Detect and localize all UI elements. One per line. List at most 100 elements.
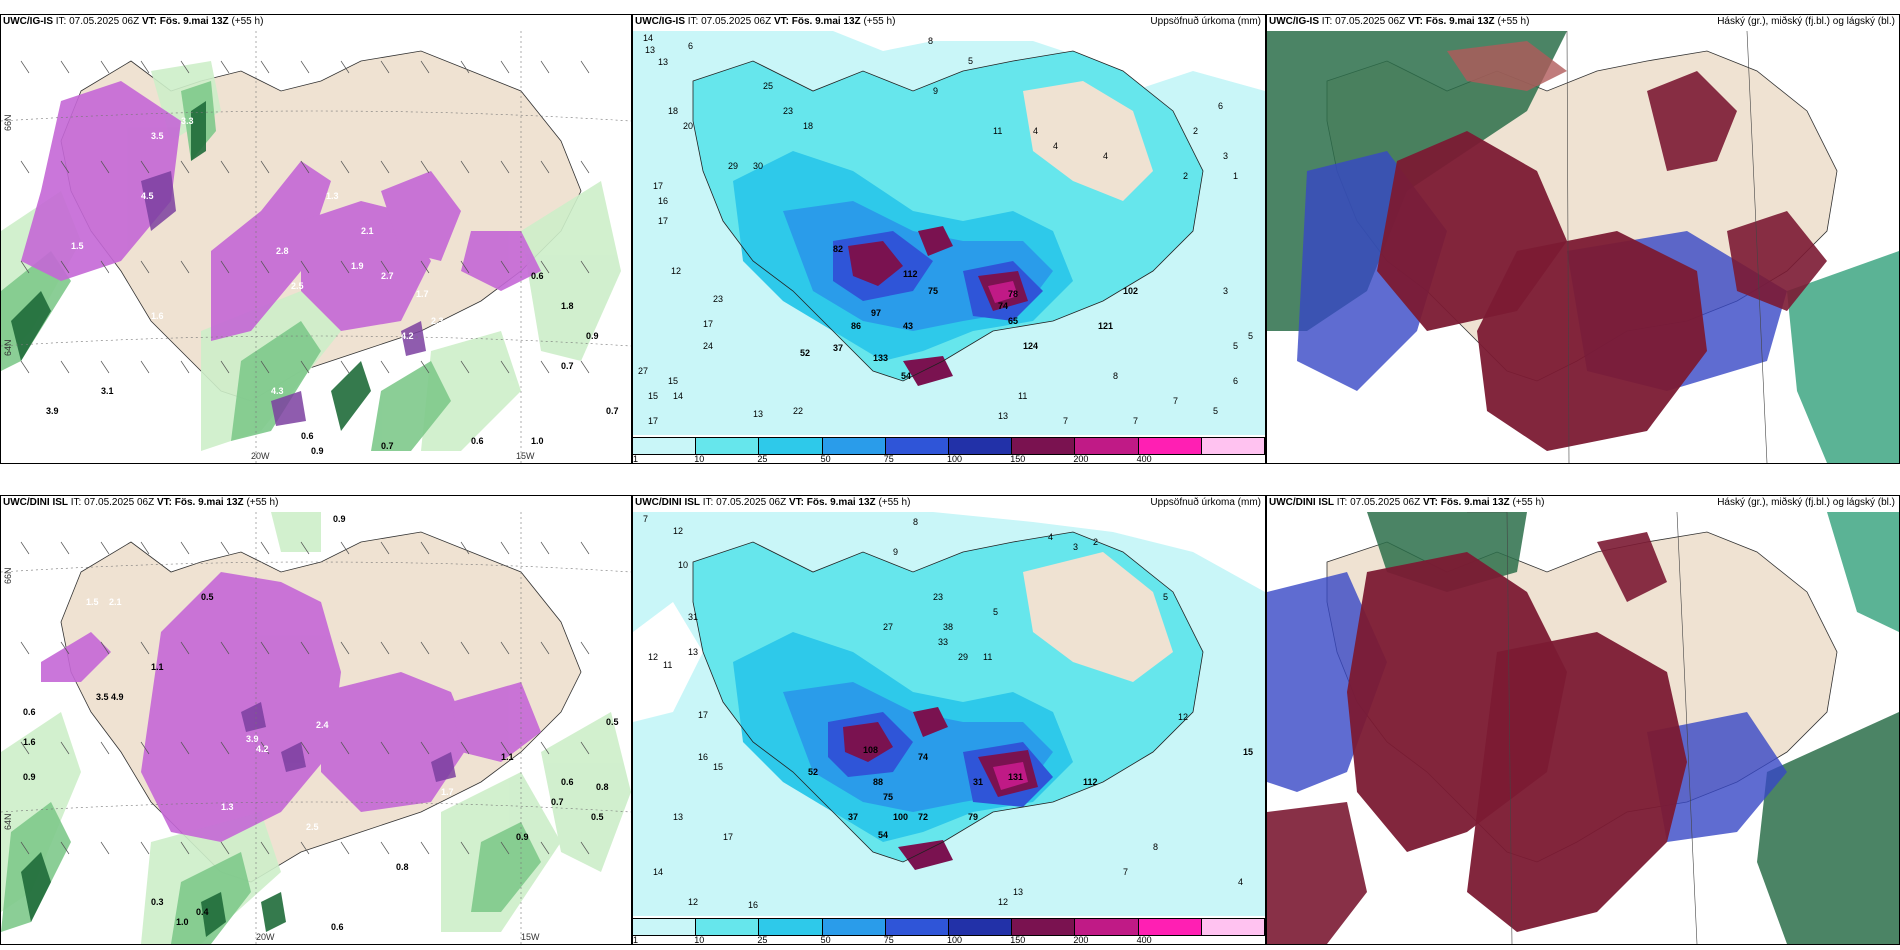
legend-swatch bbox=[633, 919, 697, 935]
accum-value: 17 bbox=[653, 181, 664, 191]
accum-title: Uppsöfnuð úrkoma (mm) bbox=[1150, 497, 1261, 508]
accum-panel-bottom: UWC/DINI ISL IT: 07.05.2025 06Z VT: Fös.… bbox=[632, 495, 1266, 945]
accum-value: 52 bbox=[800, 348, 811, 358]
legend-label: 400 bbox=[1136, 454, 1152, 464]
precip-value: 2.5 bbox=[101, 271, 114, 281]
accum-value: 24 bbox=[703, 341, 714, 351]
accum-value: 4 bbox=[1238, 877, 1244, 887]
precip-value: 0.9 bbox=[586, 331, 599, 341]
accum-value: 12 bbox=[671, 266, 682, 276]
legend-swatch bbox=[696, 919, 760, 935]
accum-value: 86 bbox=[851, 321, 862, 331]
precip-value: 2.7 bbox=[381, 271, 394, 281]
accum-value: 102 bbox=[1123, 286, 1139, 296]
precip-value: 0.3 bbox=[151, 897, 164, 907]
accum-value: 29 bbox=[728, 161, 739, 171]
legend-swatch bbox=[696, 438, 760, 454]
precip-value: 4.2 bbox=[401, 331, 414, 341]
accum-value: 4 bbox=[1053, 141, 1059, 151]
precip-value: 0.6 bbox=[331, 922, 344, 932]
precip-value: 1.5 bbox=[86, 597, 99, 607]
accum-value: 11 bbox=[983, 652, 993, 662]
legend-labels: 1 10 25 50 75 100 150 200 400 bbox=[633, 454, 1265, 464]
legend-swatch bbox=[822, 919, 886, 935]
accum-value: 124 bbox=[1023, 341, 1039, 351]
precip-value: 1.7 bbox=[441, 787, 454, 797]
precip-value: 1.3 bbox=[221, 802, 234, 812]
accum-value: 14 bbox=[653, 867, 664, 877]
accum-value: 14 bbox=[673, 391, 684, 401]
precip-value: 4.3 bbox=[271, 386, 284, 396]
accum-value: 7 bbox=[1063, 416, 1069, 426]
accum-value: 37 bbox=[848, 812, 859, 822]
legend-label: 50 bbox=[820, 454, 831, 464]
legend-swatch bbox=[1201, 438, 1265, 454]
precip-value: 4.5 bbox=[141, 191, 154, 201]
accum-title: Uppsöfnuð úrkoma (mm) bbox=[1150, 16, 1261, 27]
lon-label: 15W bbox=[521, 932, 540, 942]
lon-label: 15W bbox=[516, 451, 535, 461]
accum-value: 12 bbox=[648, 652, 659, 662]
cloud-title: Háský (gr.), miðský (fj.bl.) og lágský (… bbox=[1717, 16, 1895, 27]
accum-value: 8 bbox=[1153, 842, 1159, 852]
accum-value: 43 bbox=[903, 321, 914, 331]
precip-value: 2.1 bbox=[361, 226, 374, 236]
accum-value: 23 bbox=[933, 592, 944, 602]
accum-value: 17 bbox=[658, 216, 669, 226]
legend-label: 75 bbox=[883, 935, 894, 945]
accum-value: 72 bbox=[918, 812, 929, 822]
lat-label: 66N bbox=[3, 567, 13, 584]
accum-value: 9 bbox=[933, 86, 939, 96]
accum-value: 5 bbox=[1248, 331, 1254, 341]
accum-value: 1 bbox=[1233, 171, 1239, 181]
accum-value: 22 bbox=[793, 406, 804, 416]
legend-label: 10 bbox=[694, 454, 705, 464]
precip-value: 2.5 bbox=[291, 281, 304, 291]
precip-value: 1.9 bbox=[351, 261, 364, 271]
legend-label: 200 bbox=[1073, 935, 1089, 945]
precip-value: 2.3 bbox=[431, 316, 444, 326]
lon-label: 20W bbox=[256, 932, 275, 942]
accum-value: 12 bbox=[688, 897, 699, 907]
legend-label: 400 bbox=[1136, 935, 1152, 945]
legend-label: 1 bbox=[633, 454, 639, 464]
accum-value: 13 bbox=[1013, 887, 1024, 897]
accum-value: 11 bbox=[1018, 391, 1028, 401]
lon-label: 20W bbox=[251, 451, 270, 461]
accum-value: 5 bbox=[1163, 592, 1169, 602]
panel-header: UWC/DINI ISL IT: 07.05.2025 06Z VT: Fös.… bbox=[635, 497, 911, 508]
accum-value: 27 bbox=[883, 622, 894, 632]
legend-label: 75 bbox=[883, 454, 894, 464]
accum-value: 5 bbox=[1233, 341, 1239, 351]
precip-map: 20W 15W 66N 64N 0.8 0.8 1.5 3.5 3.3 4.5 … bbox=[1, 31, 631, 463]
legend-swatch bbox=[885, 438, 950, 454]
precip-value: 0.9 bbox=[516, 832, 529, 842]
accum-value: 79 bbox=[968, 812, 979, 822]
accum-value: 8 bbox=[1113, 371, 1119, 381]
panel-header: UWC/IG-IS IT: 07.05.2025 06Z VT: Fös. 9.… bbox=[3, 16, 264, 27]
precip-value: 1.1 bbox=[151, 662, 164, 672]
accum-value: 25 bbox=[763, 81, 774, 91]
precip-value: 3.5 bbox=[151, 131, 164, 141]
accum-value: 17 bbox=[698, 710, 709, 720]
accum-value: 15 bbox=[1243, 747, 1254, 757]
accum-value: 4 bbox=[1103, 151, 1109, 161]
accum-value: 5 bbox=[968, 56, 974, 66]
accum-value: 27 bbox=[638, 366, 649, 376]
cloud-map bbox=[1267, 31, 1899, 463]
precip-value: 0.4 bbox=[196, 907, 209, 917]
precip-value: 2.1 bbox=[109, 597, 122, 607]
accum-value: 88 bbox=[873, 777, 884, 787]
lat-label: 66N bbox=[3, 114, 13, 131]
lat-label: 64N bbox=[3, 339, 13, 356]
accum-value: 121 bbox=[1098, 321, 1114, 331]
precip-value: 0.7 bbox=[561, 361, 574, 371]
accum-value: 16 bbox=[698, 752, 709, 762]
accum-value: 10 bbox=[678, 560, 689, 570]
precip-value: 0.8 bbox=[396, 862, 409, 872]
legend-bar bbox=[633, 918, 1265, 936]
precip-value: 0.8 bbox=[596, 782, 609, 792]
accum-value: 13 bbox=[645, 45, 656, 55]
accum-value: 6 bbox=[1218, 101, 1224, 111]
legend-swatch bbox=[759, 919, 823, 935]
